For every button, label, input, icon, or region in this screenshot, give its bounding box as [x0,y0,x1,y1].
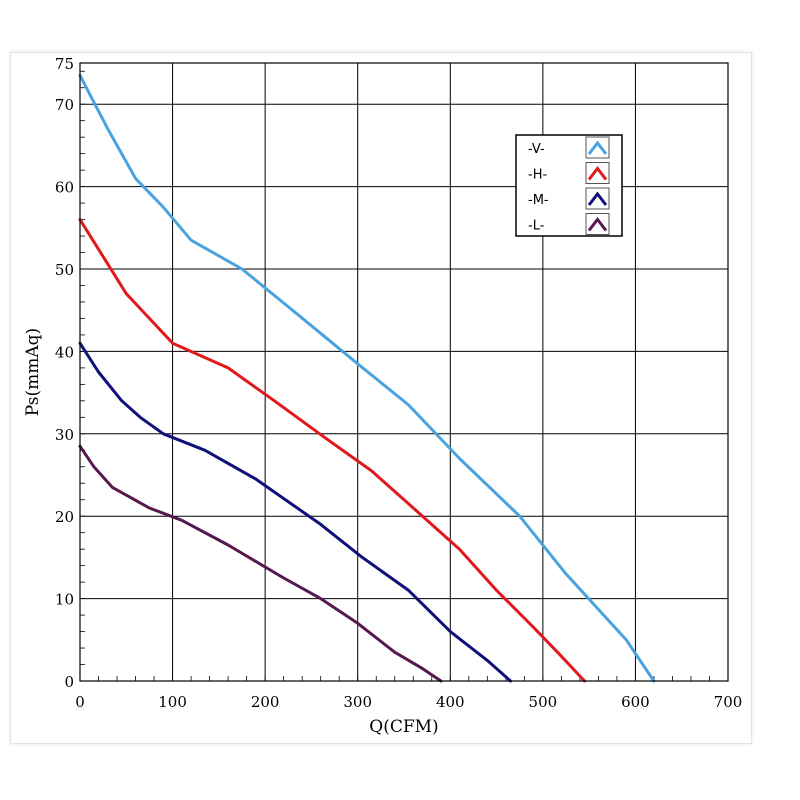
y-axis-title: Ps(mmAq) [23,328,43,416]
y-tick-label: 30 [55,426,74,444]
y-tick-label: 70 [55,96,74,114]
legend-swatch-line [587,140,608,155]
x-tick-label: 700 [714,693,743,711]
x-tick-label: 100 [158,693,187,711]
x-tick-label: 200 [251,693,280,711]
legend-swatch-box [585,136,610,159]
y-tick-label: 0 [64,673,74,691]
legend-label: -L- [528,219,545,234]
legend-swatch-line [587,166,608,181]
legend-swatch-box [585,162,610,184]
legend-label: -H- [528,168,547,183]
legend-swatch-line [587,191,608,206]
legend-label: -M- [528,193,549,208]
x-tick-label: 600 [621,693,650,711]
y-tick-label: 40 [55,343,74,361]
x-tick-label: 300 [343,693,372,711]
legend-swatch-box [585,213,610,235]
legend-swatch-box [585,187,610,210]
series-lines [78,73,656,683]
x-tick-label: 0 [75,693,85,711]
x-tick-label: 500 [529,693,558,711]
legend-label: -V- [528,142,545,157]
minor-ticks [79,70,729,682]
series-line-m [78,341,512,683]
y-tick-label: 60 [55,179,74,197]
legend: -V- -H- -M- -L- [515,134,623,237]
tick-labels: 0 100 200 300 400 500 600 700 0 10 20 30 40 50 60 70 75 [55,55,742,711]
x-tick-label: 400 [436,693,465,711]
y-tick-label: 10 [55,591,74,609]
chart-frame [10,52,752,744]
y-tick-label: 20 [55,508,74,526]
series-line-h [78,218,586,683]
x-axis-title: Q(CFM) [369,717,438,737]
series-line-v [78,73,656,683]
y-tick-label: 75 [55,55,74,73]
legend-swatch-line [587,217,608,232]
plot-area-border [79,62,729,682]
y-tick-label: 50 [55,261,74,279]
series-line-l [78,444,443,683]
